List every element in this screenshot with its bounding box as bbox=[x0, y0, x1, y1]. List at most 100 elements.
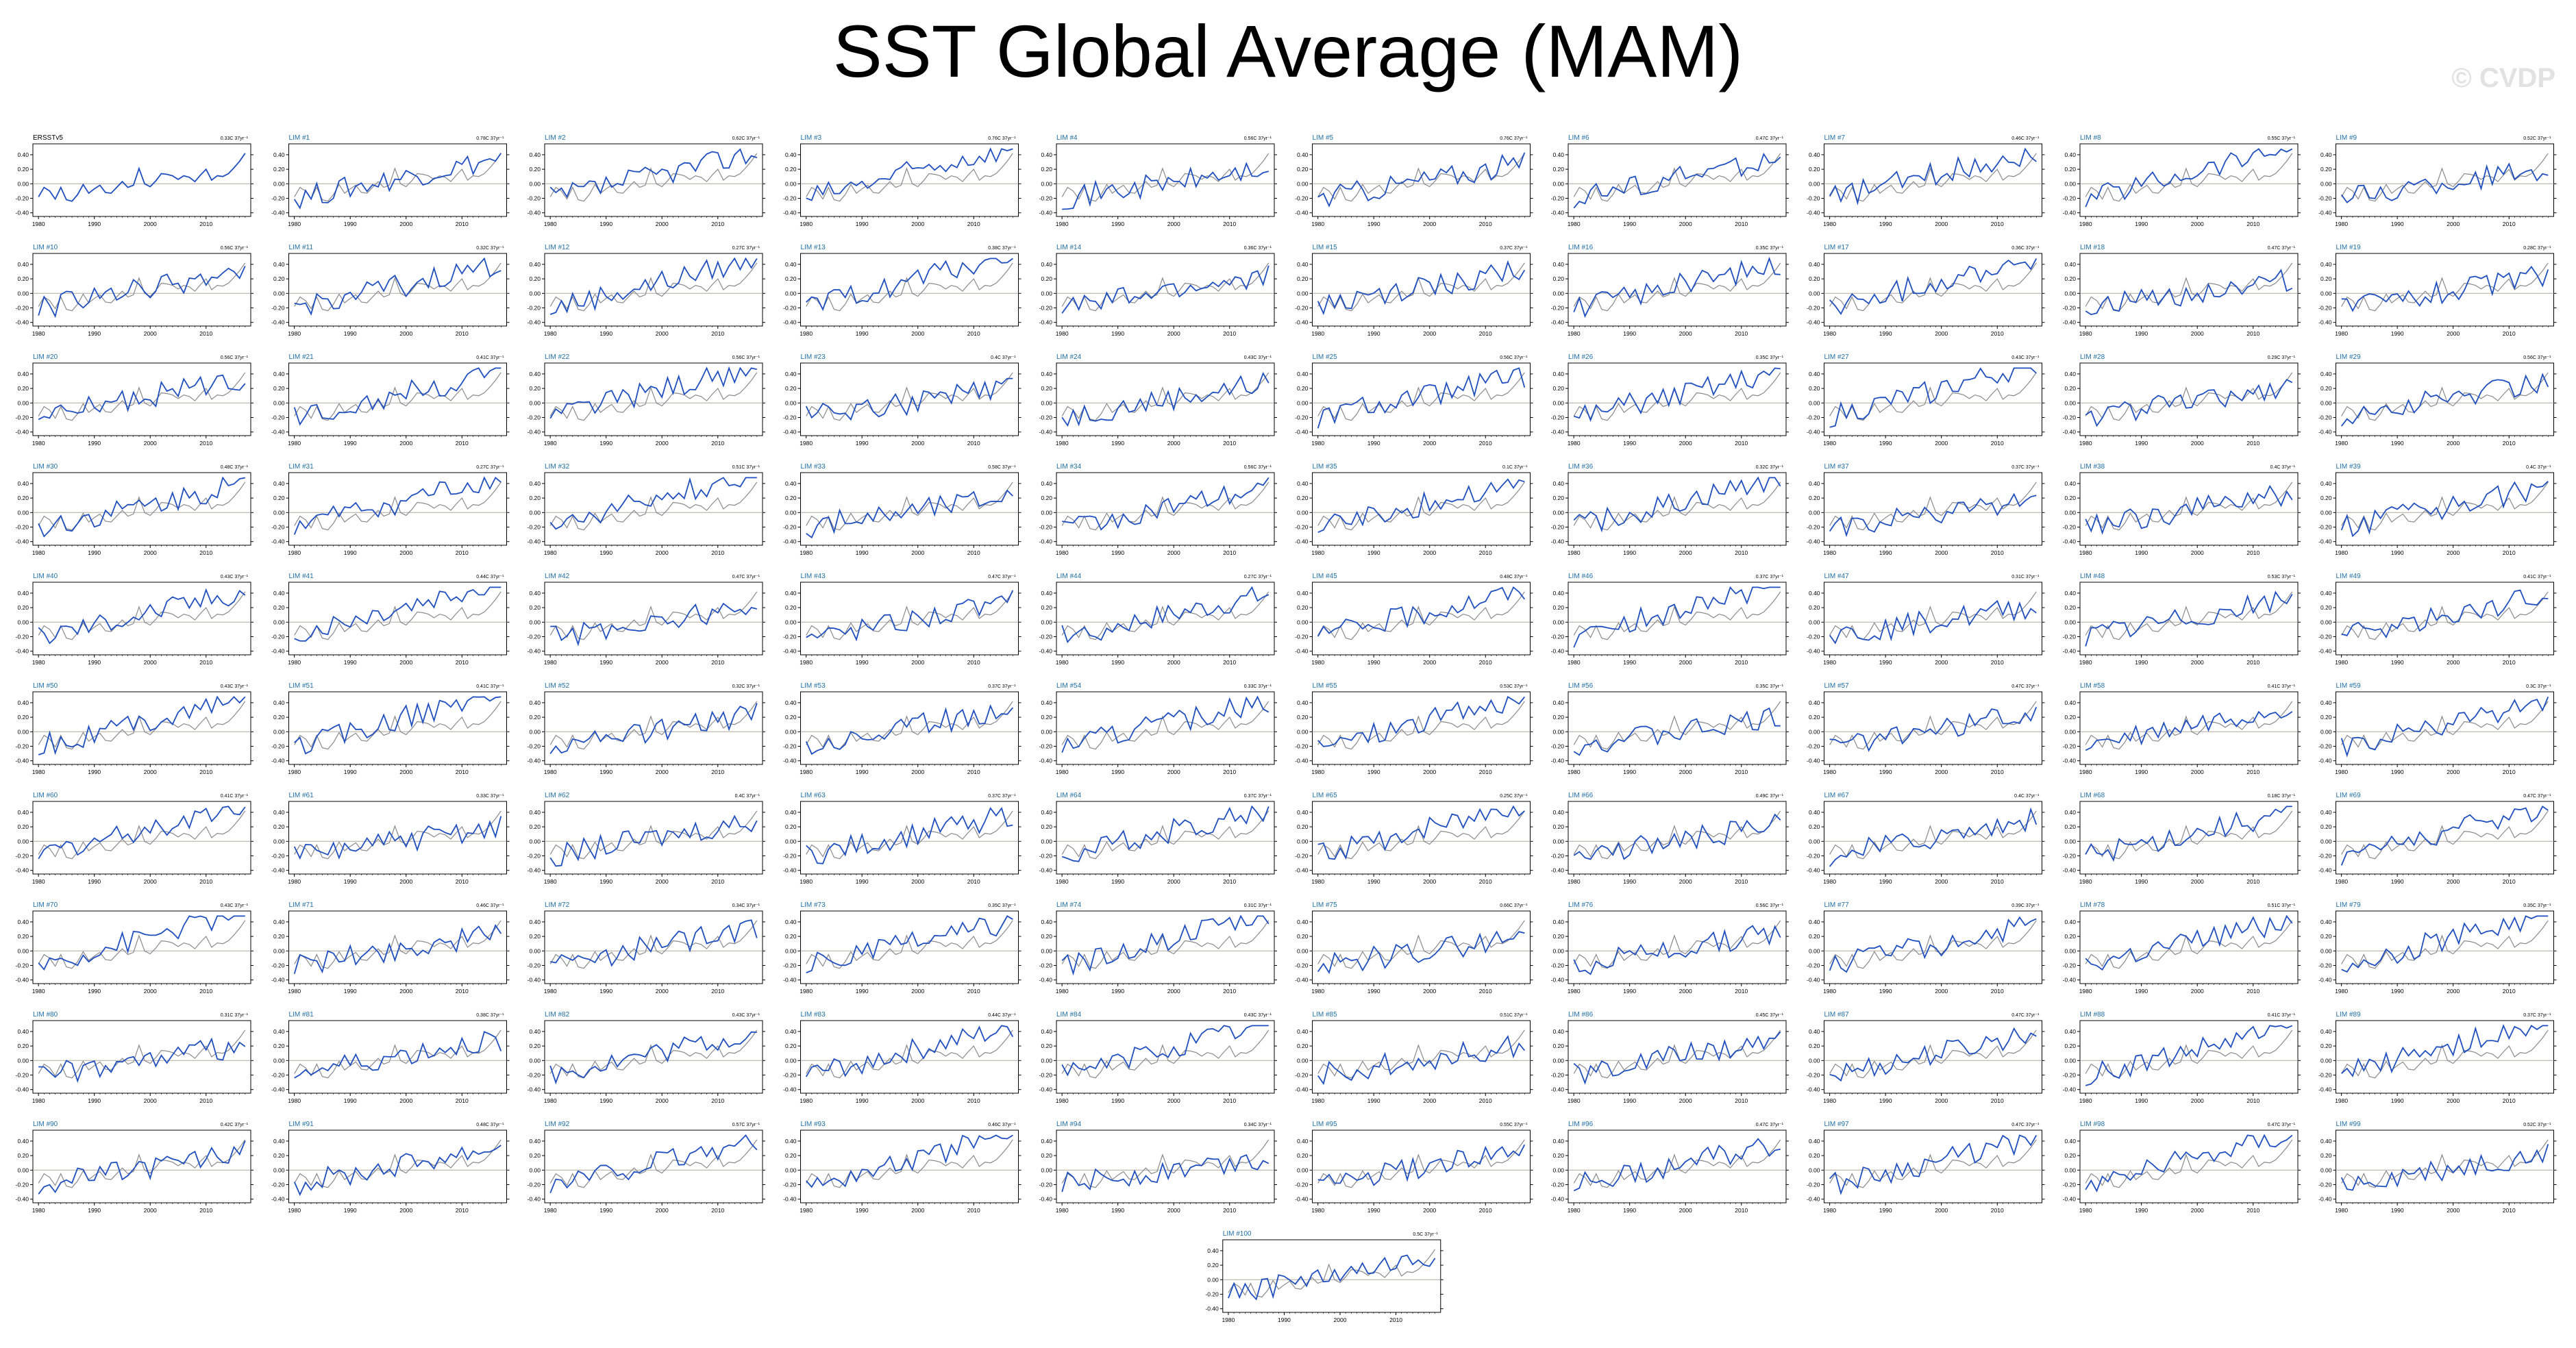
panel-lim-55: LIM #55 0.53C 37yr⁻¹ 0.40 0.20 0.00 -0.20 -0.4… bbox=[1295, 682, 1533, 775]
x-tick-label: 1990 bbox=[1879, 330, 1892, 337]
x-tick-label: 2010 bbox=[1991, 549, 2004, 556]
y-tick-label: -0.40 bbox=[271, 758, 285, 764]
panel-lim-46: LIM #46 0.37C 37yr⁻¹ 0.40 0.20 0.00 -0.20 -0.4… bbox=[1551, 573, 1789, 666]
panel-title: LIM #30 bbox=[33, 463, 58, 471]
x-tick-label: 2010 bbox=[2246, 659, 2259, 666]
y-tick-label: 0.00 bbox=[1552, 728, 1564, 735]
y-tick-label: 0.20 bbox=[1041, 166, 1052, 173]
obs-series-line bbox=[1061, 372, 1270, 421]
x-tick-label: 2000 bbox=[656, 659, 669, 666]
lim-series-line bbox=[2341, 589, 2549, 638]
panel-trend-label: 0.46C 37yr⁻¹ bbox=[2011, 136, 2040, 141]
y-tick-label: 0.00 bbox=[2320, 509, 2332, 516]
lim-series-line bbox=[1573, 813, 1781, 860]
y-tick-label: -0.20 bbox=[783, 414, 797, 421]
panel-frame bbox=[288, 691, 507, 765]
panel-trend-label: 0.35C 37yr⁻¹ bbox=[1756, 684, 1784, 689]
x-tick-label: 2010 bbox=[199, 440, 212, 447]
y-tick-label: -0.40 bbox=[1807, 538, 1820, 545]
x-tick-label: 2000 bbox=[2191, 878, 2204, 885]
panel-frame bbox=[1824, 691, 2042, 765]
y-tick-label: -0.20 bbox=[2063, 634, 2077, 640]
x-tick-label: 1980 bbox=[2335, 330, 2348, 337]
y-tick-label: -0.20 bbox=[271, 414, 285, 421]
y-tick-label: 0.40 bbox=[2064, 261, 2076, 268]
y-tick-label: 0.00 bbox=[2320, 290, 2332, 297]
panel-lim-64: LIM #64 0.37C 37yr⁻¹ 0.40 0.20 0.00 -0.20 -0.4… bbox=[1039, 792, 1277, 885]
y-tick-label: 0.40 bbox=[17, 371, 29, 377]
obs-series-line bbox=[38, 810, 246, 860]
y-tick-label: 0.40 bbox=[2320, 371, 2332, 377]
panel-trend-label: 0.32C 37yr⁻¹ bbox=[732, 684, 760, 689]
x-tick-label: 2000 bbox=[144, 659, 157, 666]
y-tick-label: 0.20 bbox=[1552, 275, 1564, 282]
x-tick-label: 1980 bbox=[288, 878, 301, 885]
y-tick-label: -0.20 bbox=[783, 305, 797, 312]
y-tick-label: 0.40 bbox=[273, 809, 285, 816]
x-tick-label: 2010 bbox=[711, 330, 724, 337]
obs-series-line bbox=[806, 482, 1013, 531]
panel-trend-label: 0.78C 37yr⁻¹ bbox=[476, 136, 504, 141]
x-tick-label: 1990 bbox=[599, 221, 612, 227]
panel-lim-24: LIM #24 0.43C 37yr⁻¹ 0.40 0.20 0.00 -0.20 -0.4… bbox=[1039, 353, 1277, 447]
obs-series-line bbox=[1061, 701, 1270, 750]
panel-frame bbox=[544, 910, 763, 984]
y-tick-label: -0.40 bbox=[271, 319, 285, 326]
panel-title: LIM #53 bbox=[801, 682, 826, 690]
obs-series-line bbox=[294, 591, 501, 640]
y-tick-label: 0.20 bbox=[17, 385, 29, 392]
x-tick-label: 1980 bbox=[1568, 330, 1581, 337]
x-tick-label: 1990 bbox=[856, 659, 869, 666]
panel-title: LIM #26 bbox=[1568, 353, 1594, 361]
y-tick-label: 0.00 bbox=[17, 180, 29, 187]
y-tick-label: -0.20 bbox=[2063, 195, 2077, 202]
y-tick-label: 0.20 bbox=[2064, 823, 2076, 830]
x-tick-label: 1980 bbox=[1568, 549, 1581, 556]
panel-lim-56: LIM #56 0.35C 37yr⁻¹ 0.40 0.20 0.00 -0.20 -0.4… bbox=[1551, 682, 1789, 775]
lim-series-line bbox=[1317, 805, 1525, 860]
y-tick-label: 0.20 bbox=[1552, 604, 1564, 611]
y-tick-label: -0.20 bbox=[2063, 743, 2077, 750]
panel-frame bbox=[2336, 801, 2554, 875]
panel-title: LIM #54 bbox=[1056, 682, 1082, 690]
x-tick-label: 2010 bbox=[456, 330, 469, 337]
panel-trend-label: 0.37C 37yr⁻¹ bbox=[1500, 246, 1528, 251]
y-tick-label: 0.40 bbox=[2320, 261, 2332, 268]
x-tick-label: 2010 bbox=[2246, 330, 2259, 337]
y-tick-label: -0.40 bbox=[1295, 758, 1309, 764]
x-tick-label: 1990 bbox=[2391, 440, 2404, 447]
panel-lim-48: LIM #48 0.53C 37yr⁻¹ 0.40 0.20 0.00 -0.20 -0.4… bbox=[2063, 573, 2301, 666]
lim-series-line bbox=[2085, 806, 2292, 862]
y-tick-label: 0.40 bbox=[273, 590, 285, 597]
x-tick-label: 2010 bbox=[711, 878, 724, 885]
y-tick-label: 0.00 bbox=[529, 290, 541, 297]
panel-title: LIM #11 bbox=[289, 244, 314, 251]
y-tick-label: 0.20 bbox=[1041, 385, 1052, 392]
obs-series-line bbox=[549, 591, 758, 640]
lim-series-line bbox=[1061, 586, 1270, 644]
panel-trend-label: 0.27C 37yr⁻¹ bbox=[1244, 575, 1272, 579]
y-tick-label: 0.00 bbox=[1297, 180, 1309, 187]
x-tick-label: 2010 bbox=[1223, 769, 1236, 775]
x-tick-label: 1990 bbox=[856, 221, 869, 227]
y-tick-label: 0.00 bbox=[2320, 838, 2332, 845]
panel-frame bbox=[288, 801, 507, 875]
y-tick-label: -0.20 bbox=[271, 305, 285, 312]
x-tick-label: 1980 bbox=[800, 549, 813, 556]
y-tick-label: 0.00 bbox=[529, 399, 541, 406]
panel-trend-label: 0.62C 37yr⁻¹ bbox=[732, 136, 760, 141]
y-tick-label: 0.00 bbox=[1809, 290, 1820, 297]
y-tick-label: 0.00 bbox=[2064, 180, 2076, 187]
y-tick-label: -0.20 bbox=[2063, 853, 2077, 860]
x-tick-label: 1980 bbox=[1823, 221, 1836, 227]
y-tick-label: 0.00 bbox=[2064, 619, 2076, 625]
x-tick-label: 2000 bbox=[911, 549, 924, 556]
x-tick-label: 2010 bbox=[199, 221, 212, 227]
panel-lim-33: LIM #33 0.58C 37yr⁻¹ 0.40 0.20 0.00 -0.20 -0.4… bbox=[783, 463, 1021, 556]
x-tick-label: 1980 bbox=[2079, 221, 2092, 227]
x-tick-label: 1980 bbox=[288, 769, 301, 775]
y-tick-label: 0.40 bbox=[1041, 151, 1052, 158]
y-tick-label: -0.40 bbox=[528, 648, 541, 655]
x-tick-label: 1980 bbox=[1823, 659, 1836, 666]
x-tick-label: 1990 bbox=[2135, 878, 2148, 885]
